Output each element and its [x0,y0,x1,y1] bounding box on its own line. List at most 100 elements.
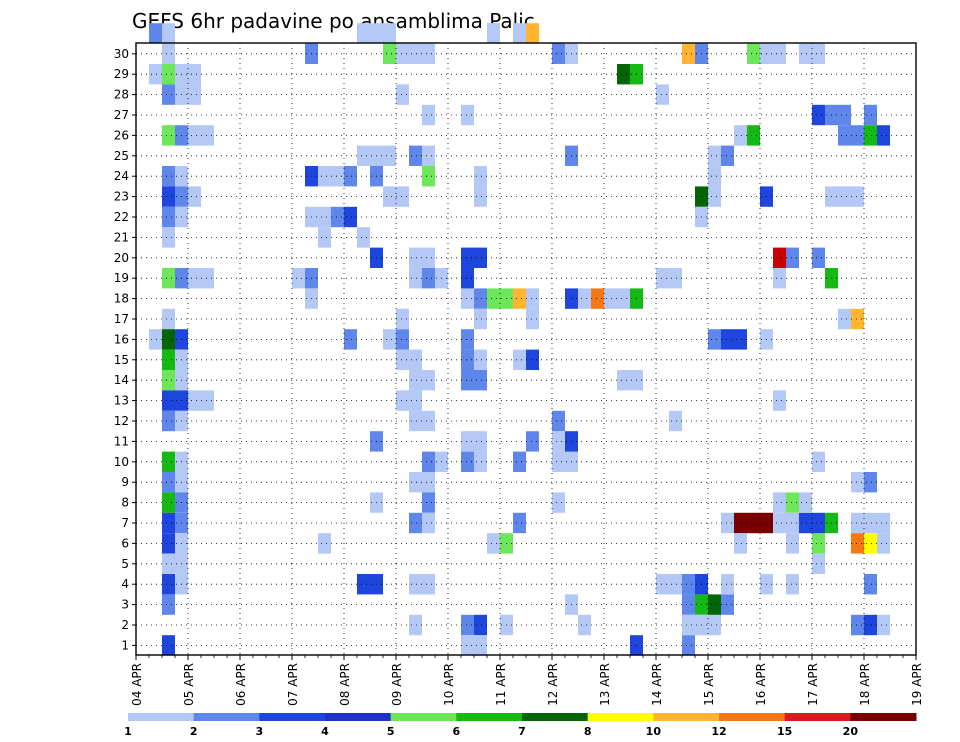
heatmap-cell [357,23,370,44]
heatmap-cell [422,43,435,64]
x-tick-label: 10 APR [442,663,456,706]
y-tick-label: 22 [114,210,129,224]
heatmap-cell [617,370,630,391]
heatmap-cell [422,145,435,166]
x-tick-label: 06 APR [234,663,248,706]
heatmap-cell [162,390,175,411]
legend-label: 20 [843,725,859,738]
heatmap-cell [786,492,799,513]
legend-swatch [522,713,589,721]
heatmap-cell [409,268,422,289]
heatmap-cell [799,512,812,534]
heatmap-cell [786,574,799,595]
heatmap-cell [552,410,565,432]
legend-swatch [653,713,720,721]
heatmap-cell [474,288,487,309]
heatmap-cell [526,288,539,309]
heatmap-cell [773,247,786,268]
heatmap-cell [747,512,760,534]
heatmap-cell [669,268,682,289]
legend-swatch [456,713,523,721]
heatmap-cell [162,370,175,391]
x-tick-label: 19 APR [910,663,924,706]
heatmap-cell [474,166,487,187]
heatmap-cell [461,268,474,289]
heatmap-cell [409,472,422,493]
heatmap-cell [877,614,890,636]
heatmap-cell [526,23,539,44]
heatmap-cell [721,512,734,534]
heatmap-cell [409,145,422,166]
heatmap-cell [773,512,786,534]
heatmap-cell [526,308,539,330]
heatmap-cell [864,574,877,595]
heatmap-cell [396,390,409,411]
heatmap-cell [474,614,487,636]
heatmap-cell [409,512,422,534]
heatmap-cell [162,594,175,615]
heatmap-cell [370,23,383,44]
heatmap-cell [422,574,435,595]
heatmap-cell [656,574,669,595]
heatmap-cell [474,635,487,656]
heatmap-cell [188,84,201,105]
heatmap-cell [422,451,435,472]
heatmap-cell [162,349,175,370]
legend-label: 3 [256,725,264,738]
y-tick-label: 19 [114,271,129,285]
heatmap-cell [383,329,396,350]
heatmap-cell [149,23,162,44]
heatmap-cell [552,43,565,64]
heatmap-cell [422,268,435,289]
heatmap-cell [669,410,682,432]
heatmap-cell [409,614,422,636]
heatmap-cell [162,492,175,513]
heatmap-cell [396,186,409,207]
heatmap-cell [682,635,695,656]
heatmap-cell [786,512,799,534]
heatmap-cell [149,329,162,350]
heatmap-cell [461,247,474,268]
y-tick-label: 6 [121,536,129,550]
heatmap-cell [851,308,864,330]
y-tick-label: 17 [114,312,129,326]
heatmap-cell [409,390,422,411]
heatmap-cell [188,186,201,207]
heatmap-cell [734,512,747,534]
heatmap-cell [721,329,734,350]
heatmap-cell [591,288,604,309]
heatmap-cell [162,635,175,656]
heatmap-cell [812,533,825,554]
heatmap-cell [786,533,799,554]
x-tick-label: 17 APR [806,663,820,706]
heatmap-cell [461,431,474,452]
heatmap-cell [188,390,201,411]
heatmap-cell [864,472,877,493]
y-tick-label: 16 [114,332,129,346]
heatmap-cell [409,410,422,432]
x-tick-label: 13 APR [598,663,612,706]
heatmap-cell [162,574,175,595]
heatmap-cell [708,145,721,166]
heatmap-cell [409,247,422,268]
heatmap-cell [396,329,409,350]
legend-swatch [390,713,457,721]
heatmap-cell [162,84,175,105]
y-tick-label: 23 [114,190,129,204]
heatmap-cell [162,308,175,330]
heatmap-cell [708,166,721,187]
heatmap-cell [812,512,825,534]
legend-label: 8 [584,725,592,738]
heatmap-cell [409,574,422,595]
heatmap-cell [864,614,877,636]
y-tick-label: 2 [121,618,129,632]
heatmap-cell [162,206,175,228]
heatmap-cell [721,594,734,615]
heatmap-cell [838,186,851,207]
heatmap-cell [851,614,864,636]
heatmap-cell [474,349,487,370]
heatmap-cell [344,166,357,187]
x-tick-label: 04 APR [130,663,144,706]
heatmap-cell [383,186,396,207]
